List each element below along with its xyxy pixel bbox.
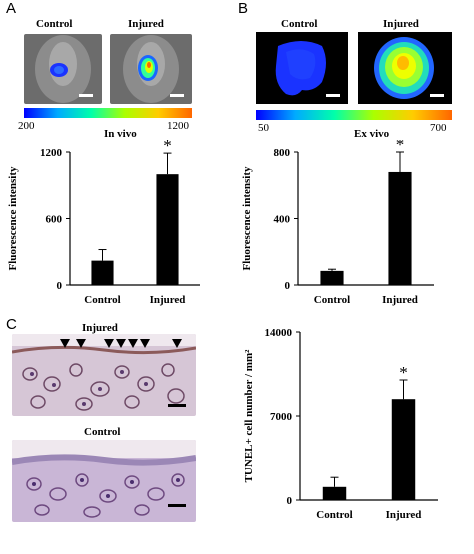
ex-vivo-bar-control (320, 270, 344, 285)
apoptosis-arrowheads (60, 339, 182, 348)
ex-vivo-colorbar-min: 50 (258, 122, 269, 134)
ex-vivo-ylabel: Fluorescence intensity (241, 166, 253, 270)
ex-vivo-colorbar-max: 700 (430, 122, 447, 134)
panel-a-injured-label: Injured (128, 18, 164, 30)
tunel-category-injured: Injured (386, 509, 422, 521)
in-vivo-ytick-label: 0 (57, 280, 63, 292)
panel-letter-a: A (6, 0, 17, 17)
in-vivo-ytick-label: 600 (46, 214, 63, 226)
ex-vivo-significance-injured: * (396, 140, 405, 154)
in-vivo-category-control: Control (84, 294, 120, 306)
in-vivo-bar-control (91, 260, 114, 285)
panel-c-injured-label: Injured (82, 322, 118, 334)
ex-vivo-injured-image (358, 32, 452, 104)
ex-vivo-ytick-label: 800 (274, 147, 291, 159)
ex-vivo-caption: Ex vivo (354, 128, 390, 140)
ex-vivo-ytick-label: 0 (285, 280, 291, 292)
in-vivo-category-injured: Injured (150, 294, 186, 306)
in-vivo-colorbar (24, 108, 192, 118)
in-vivo-bar-chart: 0 600 1200 Fluorescence intensity Control * In… (7, 140, 200, 306)
tunel-ytick-label: 0 (287, 495, 293, 507)
tunel-ytick-label: 14000 (265, 327, 293, 339)
ex-vivo-bar-chart: 0 400 800 Fluorescence intensity Control * Inj… (241, 140, 434, 306)
panel-c-control-label: Control (84, 426, 121, 438)
panel-b-control-label: Control (281, 18, 318, 30)
ex-vivo-colorbar (256, 110, 452, 120)
panel-a-control-label: Control (36, 18, 73, 30)
ex-vivo-category-control: Control (314, 294, 350, 306)
tunel-bar-injured (391, 399, 416, 500)
tunel-significance-injured: * (399, 363, 408, 382)
in-vivo-significance-injured: * (163, 140, 172, 155)
tunel-ylabel: TUNEL+ cell number / mm² (243, 349, 255, 483)
tunel-bar-control (322, 486, 347, 500)
in-vivo-control-image (24, 34, 102, 104)
ex-vivo-bar-injured (388, 171, 412, 285)
tunel-category-control: Control (316, 509, 352, 521)
in-vivo-bar-injured (156, 174, 179, 285)
panel-letter-b: B (238, 0, 249, 17)
ex-vivo-category-injured: Injured (382, 294, 418, 306)
tunel-bar-chart: 0 7000 14000 TUNEL+ cell number / mm² Contro… (243, 327, 438, 521)
panel-letter-c: C (6, 316, 17, 333)
in-vivo-ytick-label: 1200 (40, 147, 63, 159)
in-vivo-colorbar-max: 1200 (167, 120, 189, 132)
in-vivo-ylabel: Fluorescence intensity (7, 166, 19, 270)
ex-vivo-ytick-label: 400 (274, 214, 291, 226)
in-vivo-colorbar-min: 200 (18, 120, 35, 132)
panel-b-injured-label: Injured (383, 18, 419, 30)
in-vivo-caption: In vivo (104, 128, 137, 140)
histology-injured-image (12, 334, 196, 416)
ex-vivo-control-image (256, 32, 348, 104)
in-vivo-injured-image (110, 34, 192, 104)
histology-control-image (12, 440, 196, 522)
tunel-ytick-label: 7000 (270, 411, 293, 423)
